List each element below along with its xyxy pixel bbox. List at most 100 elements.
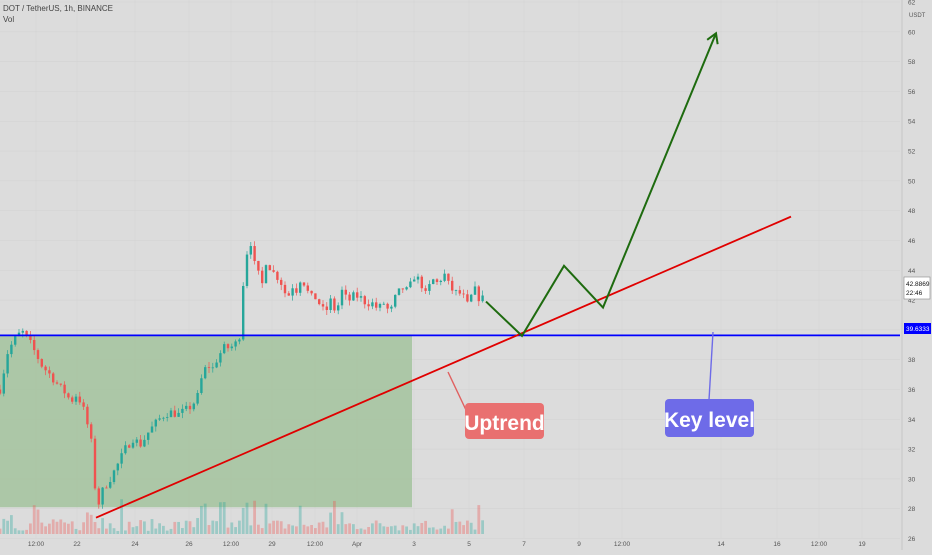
candle[interactable] [181,404,184,419]
candle[interactable] [63,381,66,399]
candle[interactable] [329,295,332,313]
key-level-price-tag[interactable]: 39.6333 [904,323,931,334]
candle[interactable] [401,288,404,294]
candle[interactable] [382,301,385,305]
candle[interactable] [238,337,241,345]
candlesticks[interactable] [0,241,484,509]
candle[interactable] [432,278,435,285]
candle[interactable] [356,287,359,302]
candle[interactable] [340,286,344,310]
candle[interactable] [375,297,378,311]
candle[interactable] [462,289,465,299]
candle[interactable] [207,362,211,373]
candle[interactable] [219,350,222,367]
candle[interactable] [287,291,290,296]
candle[interactable] [93,435,97,491]
candle[interactable] [283,281,287,298]
key-level-label[interactable]: Key level [664,399,755,437]
candle[interactable] [177,408,180,418]
candle[interactable] [249,242,252,259]
candle[interactable] [166,413,169,422]
candle[interactable] [150,421,154,433]
candle[interactable] [162,416,165,422]
uptrend-label[interactable]: Uptrend [464,403,545,439]
last-price-tag[interactable]: 42.8869 22:46 [903,276,931,300]
candle[interactable] [443,269,446,283]
candle[interactable] [299,281,302,296]
candle[interactable] [143,435,146,448]
candle[interactable] [169,407,173,418]
candle[interactable] [386,302,389,314]
candle[interactable] [74,393,78,405]
candle[interactable] [253,241,256,265]
candle[interactable] [90,422,93,443]
candle[interactable] [451,276,454,295]
candle[interactable] [295,283,298,296]
candle[interactable] [348,292,351,306]
candle[interactable] [234,339,237,351]
candle[interactable] [185,401,188,412]
candle[interactable] [245,251,249,289]
candle[interactable] [439,279,442,286]
candle[interactable] [139,434,142,448]
candle[interactable] [447,273,450,285]
candle[interactable] [188,402,192,414]
candle[interactable] [435,278,439,286]
candle[interactable] [158,414,161,422]
candle[interactable] [59,383,62,387]
candle[interactable] [112,469,116,485]
candle[interactable] [314,293,317,300]
uptrend-line[interactable] [95,215,792,519]
candle[interactable] [333,296,336,314]
candle[interactable] [204,364,207,380]
candle[interactable] [6,350,9,378]
candle[interactable] [29,330,32,344]
candle[interactable] [242,282,245,342]
candle[interactable] [325,302,328,316]
candle[interactable] [352,290,355,301]
candle[interactable] [416,273,420,284]
projected-path[interactable] [485,32,717,338]
candle[interactable] [367,299,370,311]
candle[interactable] [466,289,469,303]
candle[interactable] [215,359,218,369]
candle[interactable] [481,290,484,303]
candle[interactable] [261,266,264,288]
candle[interactable] [337,302,340,315]
candle[interactable] [264,264,268,284]
candle[interactable] [302,282,306,287]
candle[interactable] [405,286,408,291]
candle[interactable] [109,476,112,489]
candle[interactable] [44,365,47,376]
candle[interactable] [101,487,104,509]
candle[interactable] [116,462,119,476]
candle[interactable] [36,348,40,364]
candle[interactable] [291,284,294,301]
candle[interactable] [223,341,226,355]
candle[interactable] [67,392,70,400]
candle[interactable] [78,391,81,405]
candle[interactable] [390,304,393,313]
candle[interactable] [192,402,195,412]
candle[interactable] [131,439,135,449]
candle[interactable] [268,264,271,271]
candle[interactable] [276,270,279,284]
candle[interactable] [409,277,412,289]
candle[interactable] [272,265,275,273]
candle[interactable] [14,334,17,347]
candle[interactable] [48,366,51,379]
candle[interactable] [321,300,325,311]
candle[interactable] [10,341,13,358]
candle[interactable] [413,276,416,282]
candle[interactable] [428,280,431,295]
candle[interactable] [359,291,363,302]
candle[interactable] [306,282,309,294]
candle[interactable] [211,362,214,373]
candle[interactable] [230,343,233,351]
candle[interactable] [55,380,59,385]
candle[interactable] [124,441,127,455]
candle[interactable] [86,404,89,428]
candle[interactable] [0,384,2,396]
